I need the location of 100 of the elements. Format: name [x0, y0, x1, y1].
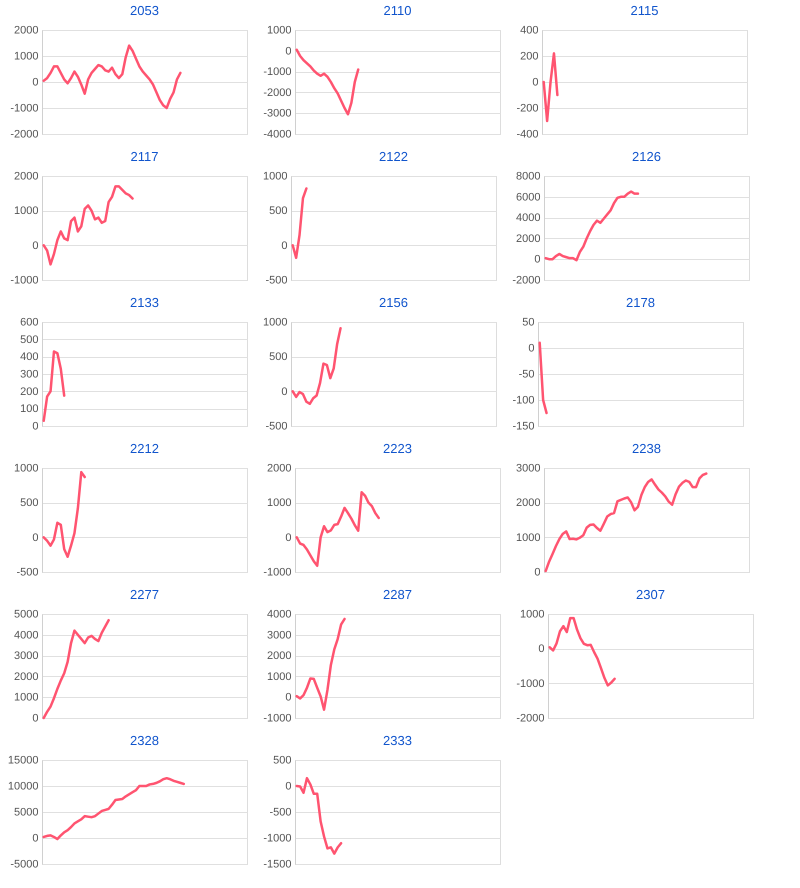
y-tick-label: -4000 [263, 128, 292, 140]
chart-title: 2328 [130, 733, 159, 748]
chart-title: 2156 [379, 295, 408, 310]
line-series [42, 618, 110, 720]
line-series [542, 52, 559, 122]
y-tick-label: 200 [520, 50, 538, 62]
y-tick-label: 2000 [14, 670, 38, 683]
y-tick-label: -100 [512, 394, 534, 406]
y-tick-label: -1000 [263, 566, 292, 578]
y-tick-label: 0 [32, 420, 38, 432]
y-tick-label: -1000 [263, 66, 292, 78]
y-tick-label: -5000 [10, 858, 38, 870]
y-tick-label: 500 [269, 351, 288, 364]
line-series [42, 470, 86, 558]
y-tick-label: 2000 [14, 170, 38, 182]
y-tick-label: 15000 [8, 754, 38, 766]
y-tick-label: -500 [265, 420, 288, 432]
chart-title: 2110 [384, 3, 412, 18]
y-tick-label: 1000 [267, 670, 292, 683]
chart-title: 2115 [630, 3, 658, 18]
y-tick-label: 1000 [267, 24, 292, 36]
line-series [42, 44, 182, 110]
y-tick-label: 0 [32, 832, 38, 844]
y-tick-label: 3000 [267, 629, 292, 642]
y-tick-label: -150 [512, 420, 534, 432]
y-tick-label: 2000 [267, 650, 292, 662]
y-tick-label: -500 [269, 806, 292, 818]
y-tick-label: 1000 [520, 608, 544, 620]
y-tick-label: 1000 [14, 692, 38, 704]
line-series [42, 350, 66, 422]
y-tick-label: 10000 [8, 780, 38, 792]
y-tick-label: 0 [281, 240, 288, 252]
y-tick-label: -400 [516, 128, 538, 140]
y-tick-label: -2000 [516, 712, 544, 724]
y-tick-label: 2000 [267, 462, 292, 474]
y-tick-label: 0 [32, 532, 38, 544]
y-tick-label: 3000 [14, 650, 38, 662]
line-series [544, 190, 640, 262]
y-tick-label: 1000 [14, 50, 38, 62]
y-tick-label: -500 [16, 566, 38, 578]
y-tick-label: 0 [285, 780, 292, 792]
line-series [295, 618, 346, 711]
y-tick-label: -1000 [516, 678, 544, 690]
y-tick-label: 2000 [14, 24, 38, 36]
line-series [295, 776, 342, 855]
y-tick-label: 4000 [516, 212, 540, 224]
line-series [42, 776, 186, 840]
y-tick-label: 0 [285, 532, 292, 544]
y-tick-label: 1000 [14, 462, 38, 474]
y-tick-label: -50 [518, 368, 534, 380]
y-tick-label: 500 [20, 497, 38, 510]
y-tick-label: 4000 [267, 608, 292, 620]
y-tick-label: 5000 [14, 608, 38, 620]
y-tick-label: -1500 [263, 858, 292, 870]
y-tick-label: 500 [20, 334, 38, 346]
y-tick-label: -500 [265, 274, 288, 286]
y-tick-label: 0 [534, 254, 540, 266]
y-tick-label: 500 [269, 205, 288, 218]
y-tick-label: -200 [516, 102, 538, 114]
y-tick-label: 200 [20, 386, 38, 398]
chart-title: 2212 [130, 441, 159, 456]
y-tick-label: 1000 [263, 316, 288, 328]
y-tick-label: 0 [281, 386, 288, 398]
y-tick-label: -1000 [10, 274, 38, 286]
y-tick-label: 400 [520, 24, 538, 36]
y-tick-label: -1000 [10, 102, 38, 114]
y-tick-label: 100 [20, 403, 38, 416]
y-tick-label: 50 [522, 316, 534, 328]
chart-title: 2053 [130, 3, 159, 18]
line-series [548, 616, 616, 687]
y-tick-label: 0 [528, 342, 534, 354]
y-tick-label: 300 [20, 368, 38, 380]
chart-title: 2122 [379, 149, 408, 164]
y-tick-label: 1000 [14, 205, 38, 218]
y-tick-label: 0 [32, 712, 38, 724]
y-tick-label: 0 [285, 692, 292, 704]
chart-title: 2277 [130, 587, 159, 602]
y-tick-label: 600 [20, 316, 38, 328]
line-series [42, 185, 134, 266]
y-tick-label: 0 [538, 643, 544, 656]
y-tick-label: 2000 [516, 232, 540, 245]
y-tick-label: -2000 [512, 274, 540, 286]
line-series [291, 326, 342, 406]
y-tick-label: 2000 [516, 497, 540, 510]
line-series [291, 187, 308, 260]
y-tick-label: -1000 [263, 712, 292, 724]
line-series [544, 472, 708, 572]
y-tick-label: 400 [20, 351, 38, 364]
chart-title: 2117 [130, 149, 158, 164]
line-series [295, 48, 360, 116]
y-tick-label: 1000 [516, 532, 540, 544]
y-tick-label: 0 [32, 240, 38, 252]
y-tick-label: -2000 [10, 128, 38, 140]
chart-title: 2238 [632, 441, 661, 456]
y-tick-label: 0 [285, 45, 292, 58]
y-tick-label: 4000 [14, 629, 38, 642]
y-tick-label: 500 [273, 754, 292, 766]
y-tick-label: -1000 [263, 832, 292, 844]
chart-title: 2178 [626, 295, 655, 310]
chart-title: 2333 [383, 733, 412, 748]
